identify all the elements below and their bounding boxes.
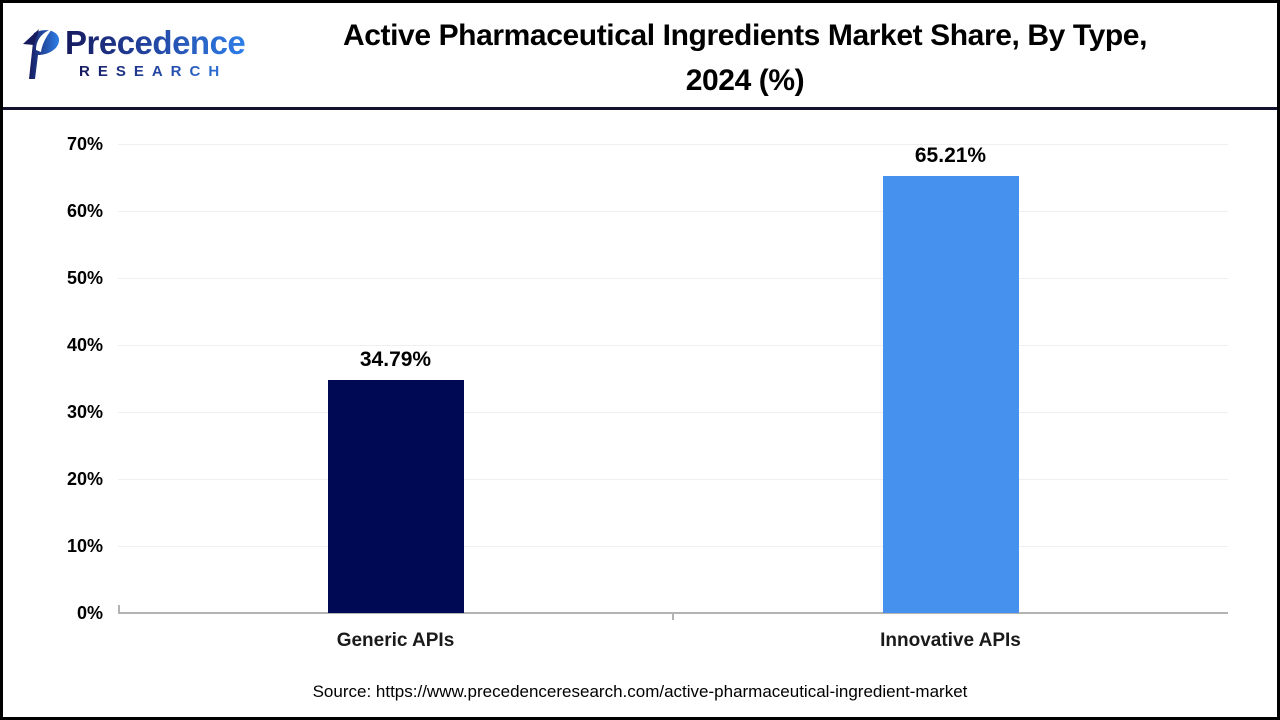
bar-value-label: 65.21%	[914, 144, 987, 167]
y-tick-label: 20%	[66, 469, 103, 489]
chart-title-line2: 2024 (%)	[685, 64, 805, 97]
bar-value-label: 34.79%	[359, 348, 432, 371]
y-axis-labels: 0% 10% 20% 30% 40% 50% 60% 70%	[31, 134, 103, 623]
brand-logo: Precedence RESEARCH	[21, 24, 246, 82]
y-tick-label: 0%	[76, 603, 103, 623]
axis-tick	[118, 605, 120, 613]
gridline	[118, 411, 1228, 413]
plot-area: 34.79% 65.21%	[118, 143, 1228, 620]
gridline	[118, 277, 1228, 279]
source-text: Source: https://www.precedenceresearch.c…	[312, 682, 968, 701]
x-category-label: Generic APIs	[336, 630, 455, 651]
y-tick-label: 70%	[66, 134, 103, 154]
gridline	[118, 344, 1228, 346]
chart-title-line1: Active Pharmaceutical Ingredients Market…	[342, 19, 1148, 52]
gridline	[118, 478, 1228, 480]
x-category-label: Innovative APIs	[880, 630, 1021, 651]
gridline	[118, 545, 1228, 547]
bar	[882, 176, 1019, 613]
x-axis-labels: Generic APIs Innovative APIs	[118, 630, 1228, 658]
brand-logo-text: Precedence RESEARCH	[65, 24, 246, 82]
gridline	[118, 143, 1228, 145]
axis-tick	[672, 613, 674, 620]
y-tick-label: 30%	[66, 402, 103, 422]
y-tick-label: 50%	[66, 268, 103, 288]
chart-title: Active Pharmaceutical Ingredients Market…	[228, 13, 1262, 103]
brand-name: Precedence	[65, 24, 246, 61]
y-tick-label: 10%	[66, 536, 103, 556]
y-tick-label: 60%	[66, 201, 103, 221]
brand-logo-icon	[23, 29, 60, 79]
bar	[327, 380, 464, 613]
gridline	[118, 210, 1228, 212]
y-tick-label: 40%	[66, 335, 103, 355]
header: Precedence RESEARCH Active Pharmaceutica…	[3, 3, 1277, 110]
brand-subname: RESEARCH	[79, 62, 245, 82]
